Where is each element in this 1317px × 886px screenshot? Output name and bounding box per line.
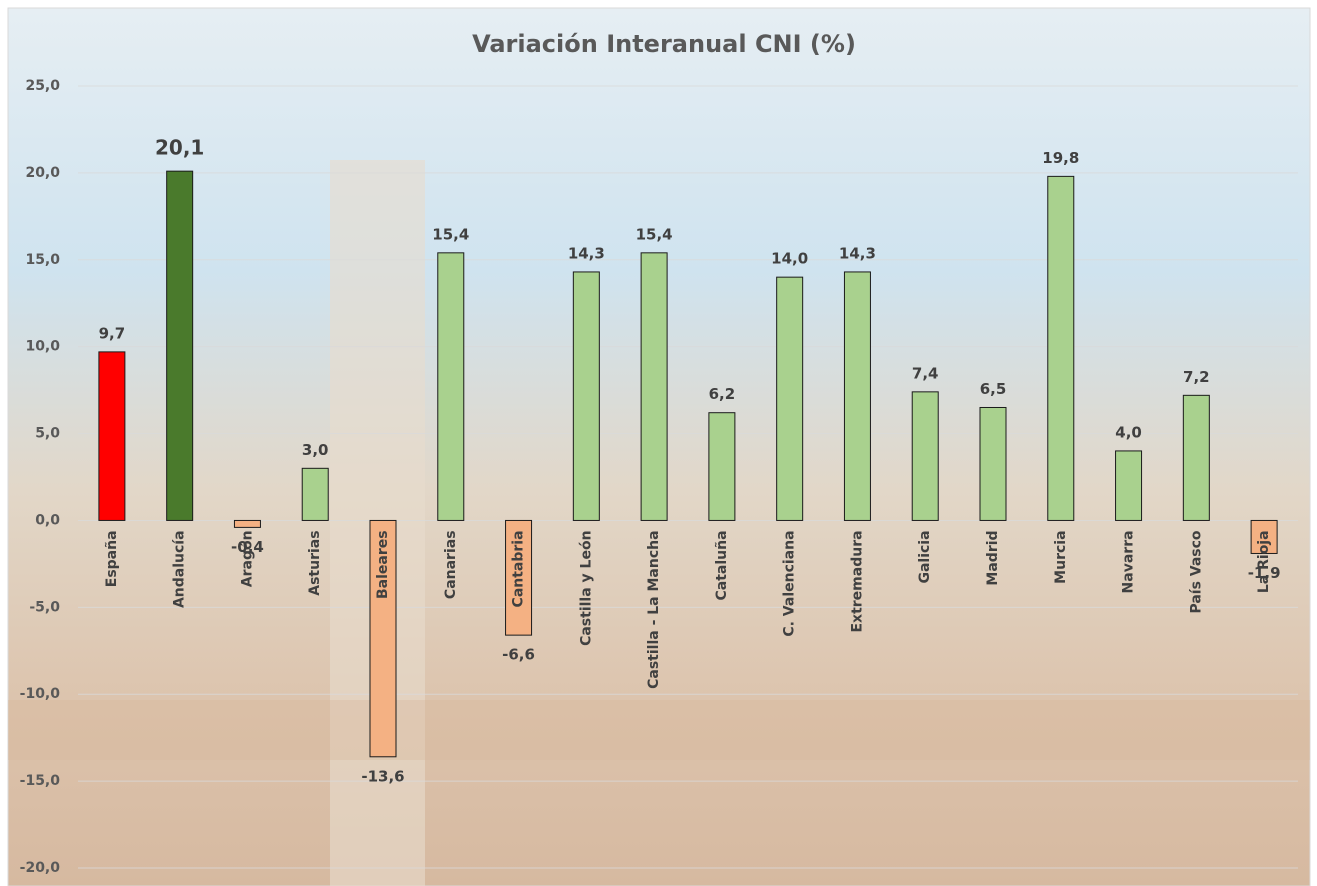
chart-title: Variación Interanual CNI (%) <box>472 30 856 58</box>
y-tick-label: 20,0 <box>25 165 60 181</box>
x-tick-label: Cataluña <box>714 530 730 600</box>
y-tick-label: 15,0 <box>25 252 60 268</box>
data-label: 14,0 <box>771 250 808 268</box>
y-tick-label: 10,0 <box>25 339 60 355</box>
bar <box>1183 395 1209 520</box>
x-tick-label: Castilla y León <box>578 530 594 645</box>
bar <box>438 253 464 521</box>
x-tick-label: Extremadura <box>849 530 865 632</box>
data-label: 7,2 <box>1183 368 1210 386</box>
y-tick-label: -5,0 <box>29 599 60 615</box>
x-tick-label: Andalucía <box>172 530 188 608</box>
data-label: 19,8 <box>1042 149 1079 167</box>
data-label: 3,0 <box>302 441 329 459</box>
data-label: 6,2 <box>709 385 736 403</box>
y-tick-label: -10,0 <box>20 686 61 702</box>
bar <box>234 520 260 527</box>
data-label: 6,5 <box>980 380 1007 398</box>
bar <box>844 272 870 521</box>
bar <box>167 171 193 520</box>
x-tick-label: La Rioja <box>1256 530 1272 593</box>
bar <box>302 468 328 520</box>
data-label: -6,6 <box>502 646 535 664</box>
data-label: 9,7 <box>99 324 126 342</box>
data-label: 4,0 <box>1115 423 1142 441</box>
data-label: 14,3 <box>839 244 876 262</box>
x-tick-label: Madrid <box>985 530 1001 585</box>
y-tick-label: 25,0 <box>25 78 60 94</box>
x-tick-label: Aragón <box>239 530 255 587</box>
x-tick-label: Castilla - La Mancha <box>646 530 662 688</box>
bar <box>1048 176 1074 520</box>
bar <box>912 392 938 521</box>
x-tick-label: Asturias <box>307 530 323 595</box>
x-tick-label: Murcia <box>1053 530 1069 583</box>
y-tick-label: 5,0 <box>35 426 60 442</box>
x-tick-label: Cantabria <box>511 530 527 607</box>
chart: Variación Interanual CNI (%) -20,0 -15,0 -… <box>0 0 1317 886</box>
background-pipe <box>8 700 1310 760</box>
data-label: 15,4 <box>432 225 469 243</box>
bar <box>777 277 803 520</box>
bar <box>641 253 667 521</box>
bar <box>573 272 599 521</box>
data-label: 7,4 <box>912 364 939 382</box>
bar <box>709 413 735 521</box>
y-tick-label: -15,0 <box>20 773 61 789</box>
x-tick-label: Navarra <box>1121 530 1137 593</box>
x-tick-label: Galicia <box>917 530 933 583</box>
data-label: 15,4 <box>636 225 673 243</box>
bar <box>980 407 1006 520</box>
page: {"chart_data": {"type": "bar", "title": … <box>0 0 1317 886</box>
data-label: 20,1 <box>155 136 204 160</box>
x-tick-label: España <box>104 530 120 587</box>
y-tick-label: 0,0 <box>35 512 60 528</box>
bar <box>99 352 125 521</box>
x-tick-label: Baleares <box>375 530 391 599</box>
y-tick-label: -20,0 <box>20 860 61 876</box>
data-label: 14,3 <box>568 244 605 262</box>
data-label: -13,6 <box>361 767 404 785</box>
x-tick-label: País Vasco <box>1188 530 1204 613</box>
x-tick-label: C. Valenciana <box>782 530 798 636</box>
x-tick-label: Canarias <box>443 530 459 599</box>
bar <box>1116 451 1142 521</box>
